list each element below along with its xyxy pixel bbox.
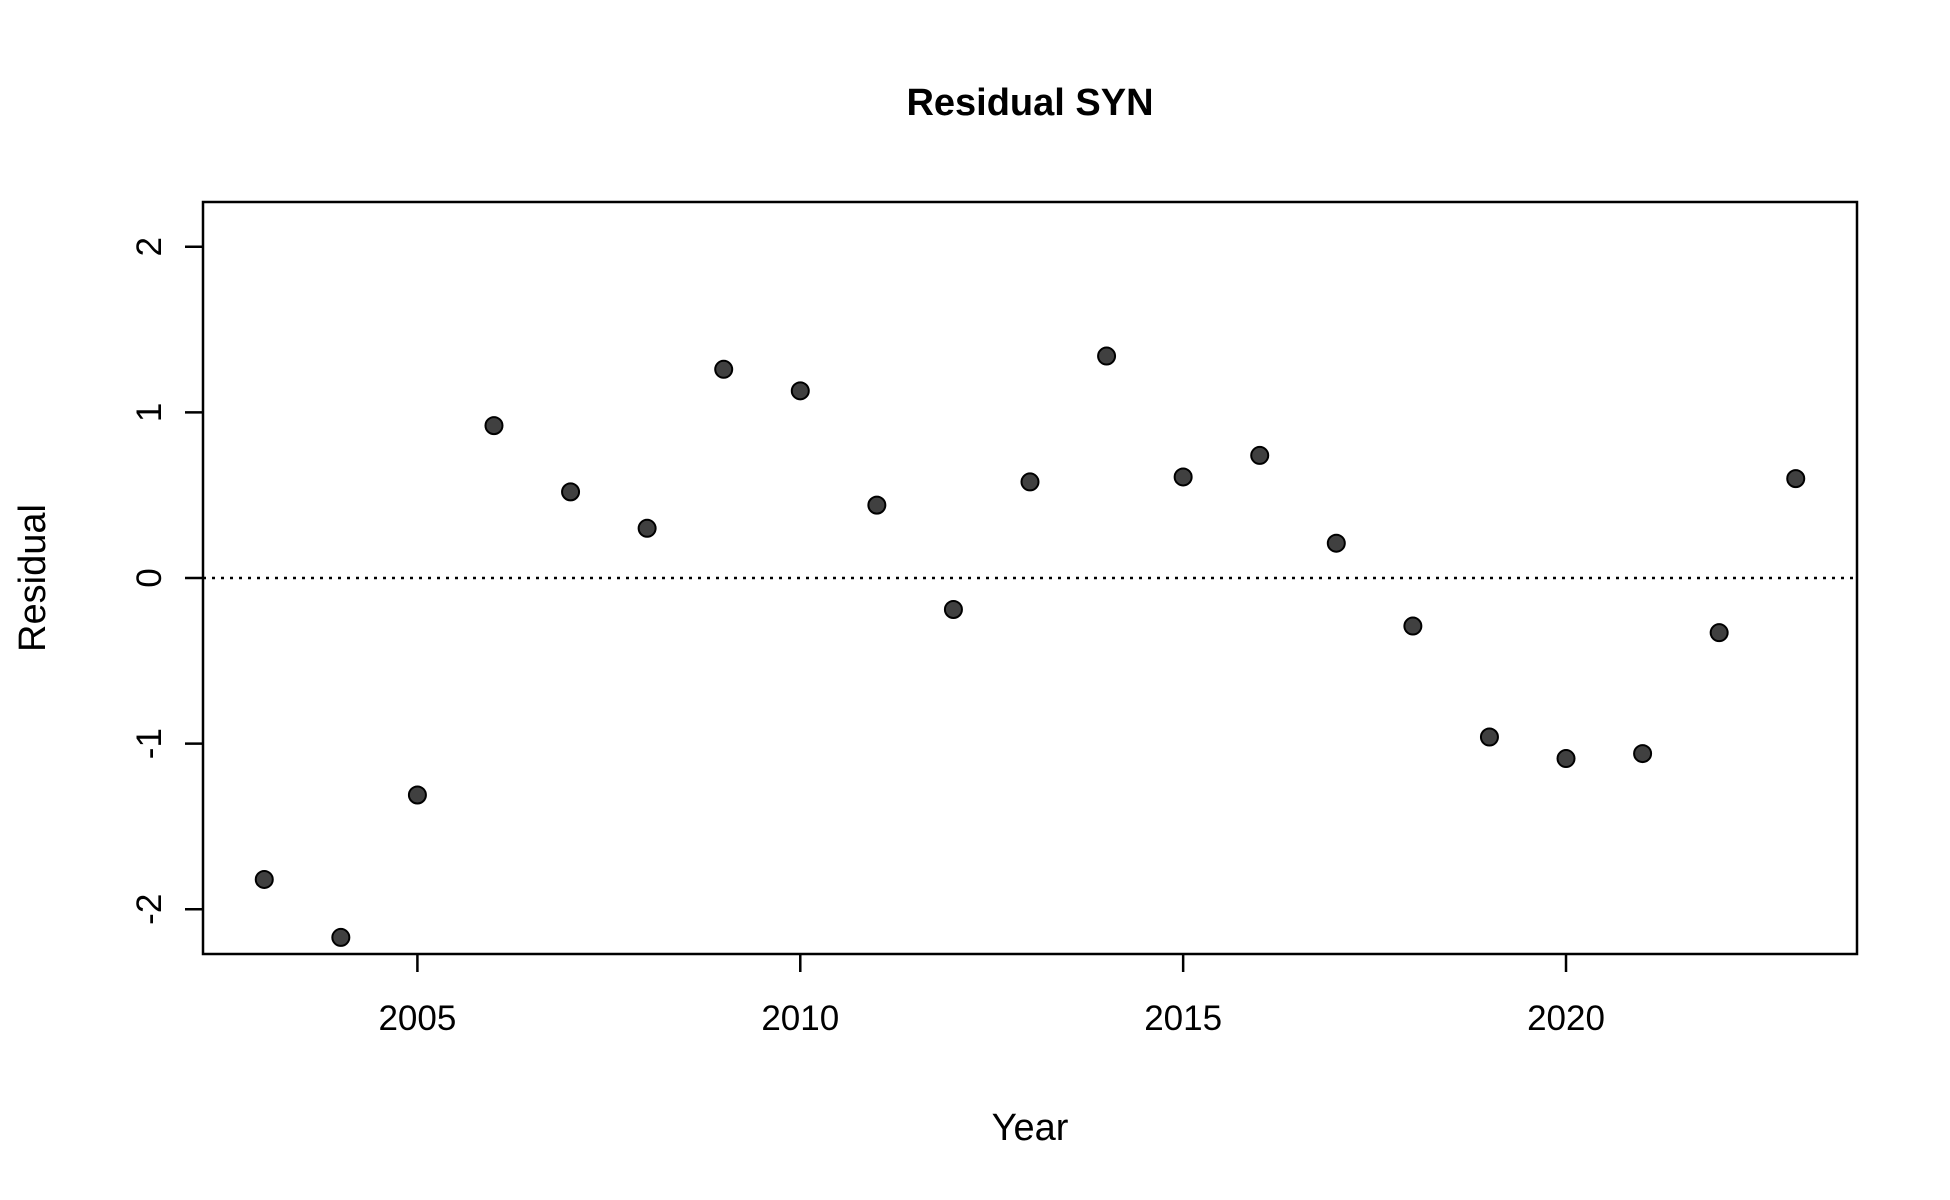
y-tick-label: 2 (130, 237, 169, 256)
x-tick-label: 2010 (761, 999, 839, 1038)
data-point (1403, 616, 1423, 636)
data-point (1020, 472, 1040, 492)
data-point (254, 869, 274, 889)
x-tick-label: 2005 (378, 999, 456, 1038)
data-point (790, 381, 810, 401)
data-point (1097, 346, 1117, 366)
chart-title: Residual SYN (906, 82, 1153, 124)
data-point (1556, 749, 1576, 769)
data-point (1479, 727, 1499, 747)
x-tick-label: 2015 (1144, 999, 1222, 1038)
data-point (867, 495, 887, 515)
data-point (484, 416, 504, 436)
y-axis-label: Residual (12, 504, 54, 652)
y-tick-label: -2 (130, 894, 169, 925)
data-point (331, 927, 351, 947)
y-axis-ticks: -2 -1 0 1 2 (130, 237, 203, 925)
data-point (407, 785, 427, 805)
data-point (714, 359, 734, 379)
data-point (1709, 623, 1729, 643)
data-point (1173, 467, 1193, 487)
data-point (637, 518, 657, 538)
x-axis-label: Year (992, 1107, 1069, 1149)
y-tick-label: -1 (130, 728, 169, 759)
data-points-group (254, 346, 1806, 947)
data-point (943, 599, 963, 619)
y-tick-label: 1 (130, 403, 169, 422)
data-point (1633, 744, 1653, 764)
x-tick-label: 2020 (1527, 999, 1605, 1038)
data-point (1250, 445, 1270, 465)
data-point (1326, 533, 1346, 553)
data-point (561, 482, 581, 502)
data-point (1786, 469, 1806, 489)
x-axis-ticks: 2005 2010 2015 2020 (378, 954, 1605, 1038)
plot-frame (201, 200, 1859, 956)
y-tick-label: 0 (130, 568, 169, 587)
